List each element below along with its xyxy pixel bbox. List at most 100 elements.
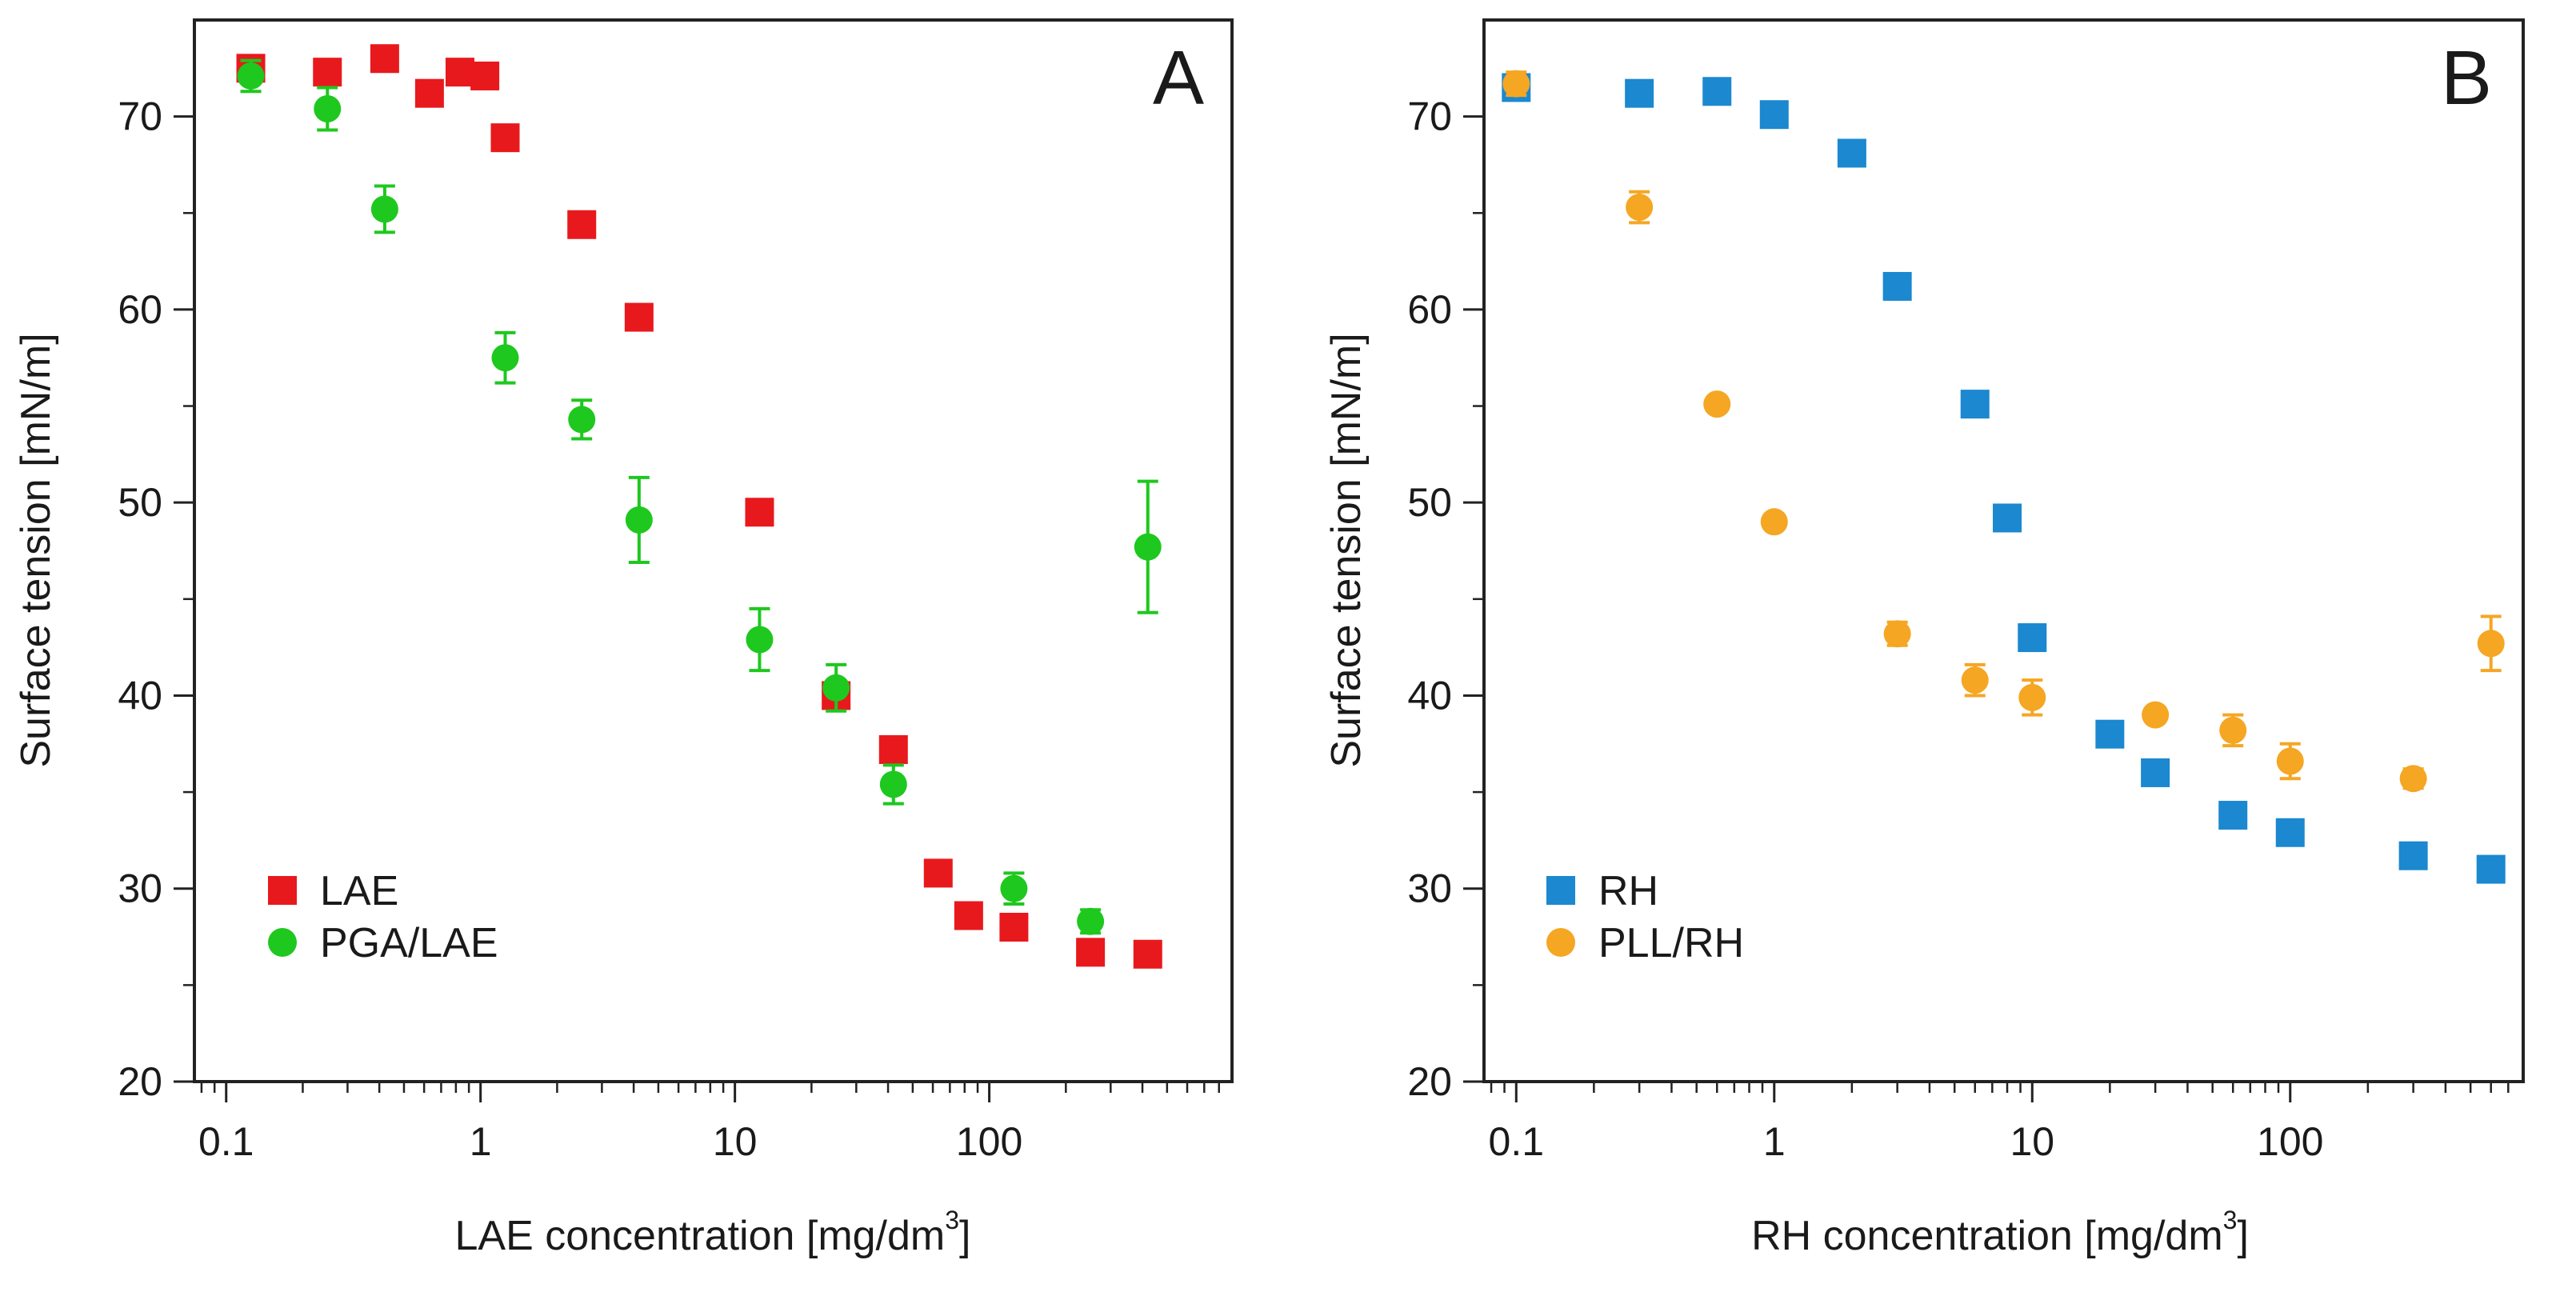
y-axis-title-a: Surface tension [mN/m] xyxy=(13,333,59,767)
legend-b: RH PLL/RH xyxy=(1546,868,1744,966)
point-rh xyxy=(2141,758,2170,787)
x-axis-title-b-main: RH concentration [mg/dm xyxy=(1751,1213,2223,1259)
legend-marker-lae xyxy=(268,876,297,905)
point-pga-lae xyxy=(746,626,774,654)
point-pga-lae xyxy=(491,344,519,372)
point-rh xyxy=(1625,78,1654,108)
panel-label-a: A xyxy=(1153,35,1204,121)
point-rh xyxy=(2018,623,2047,653)
point-lae xyxy=(878,735,908,765)
point-pga-lae xyxy=(370,195,398,223)
legend-marker-pga-lae xyxy=(268,928,297,957)
panel-label-b: B xyxy=(2441,35,2492,121)
point-pll-rh xyxy=(1760,508,1788,536)
legend-a: LAE PGA/LAE xyxy=(268,868,498,966)
x-tick-label: 0.1 xyxy=(1489,1119,1545,1164)
point-pll-rh xyxy=(1703,390,1731,418)
point-rh xyxy=(1993,503,2022,533)
y-tick-label: 30 xyxy=(118,866,162,911)
y-tick-label: 40 xyxy=(118,673,162,718)
x-tick-label: 10 xyxy=(2010,1119,2054,1164)
point-lae xyxy=(745,498,774,527)
point-pll-rh xyxy=(2018,683,2046,711)
legend-label-lae: LAE xyxy=(320,868,398,914)
point-pll-rh xyxy=(2399,765,2427,793)
point-pga-lae xyxy=(1134,533,1162,561)
point-pga-lae xyxy=(879,770,907,798)
point-lae xyxy=(370,44,399,74)
point-pll-rh xyxy=(1502,70,1530,98)
point-pga-lae xyxy=(314,94,342,122)
point-lae xyxy=(624,302,654,332)
y-tick-label: 30 xyxy=(1407,866,1452,911)
x-tick-label: 1 xyxy=(470,1119,492,1164)
point-lae xyxy=(414,78,444,108)
y-tick-label: 50 xyxy=(1407,480,1452,525)
x-axis-title-b-suffix: ] xyxy=(2237,1213,2248,1259)
point-rh xyxy=(2476,854,2506,884)
point-rh xyxy=(2095,719,2125,749)
legend-marker-rh xyxy=(1546,876,1575,905)
point-rh xyxy=(1882,271,1912,301)
point-pll-rh xyxy=(2219,716,2247,744)
point-pll-rh xyxy=(1961,666,1989,694)
point-pll-rh xyxy=(2477,630,2505,658)
point-pga-lae xyxy=(568,406,596,434)
point-lae xyxy=(313,58,342,87)
point-pll-rh xyxy=(1626,194,1654,222)
y-tick-label: 70 xyxy=(118,94,162,139)
point-lae xyxy=(1133,939,1162,969)
x-axis-title-b: RH concentration [mg/dm3] xyxy=(1751,1206,2249,1259)
x-tick-label: 10 xyxy=(713,1119,758,1164)
y-tick-label: 60 xyxy=(118,287,162,332)
y-tick-label: 20 xyxy=(1407,1059,1452,1104)
panel-a: 0.1 1 10 100 20 30 40 50 60 70 A Surface tension … xyxy=(13,18,1234,1259)
plot-frame-a xyxy=(193,18,1234,1083)
point-rh xyxy=(1759,100,1789,130)
x-tick-label: 100 xyxy=(956,1119,1022,1164)
point-lae xyxy=(954,901,983,930)
point-pga-lae xyxy=(1000,874,1028,902)
point-rh xyxy=(2275,818,2305,847)
panel-b: 0.1 1 10 100 20 30 40 50 60 70 B Surface tension … xyxy=(1323,18,2525,1259)
point-rh xyxy=(2218,801,2248,830)
point-rh xyxy=(1960,390,1990,419)
point-lae xyxy=(1076,938,1106,967)
point-pga-lae xyxy=(237,62,265,90)
point-lae xyxy=(567,210,597,239)
x-axis-title-a: LAE concentration [mg/dm3] xyxy=(454,1206,970,1259)
legend-label-pll-rh: PLL/RH xyxy=(1598,920,1744,966)
axis-ticks-b: 0.1 1 10 100 20 30 40 50 60 70 xyxy=(1407,94,2510,1164)
x-axis-title-b-sup: 3 xyxy=(2223,1206,2238,1234)
point-lae xyxy=(445,58,474,87)
y-tick-label: 70 xyxy=(1407,94,1452,139)
y-tick-label: 50 xyxy=(118,480,162,525)
y-axis-title-b: Surface tension [mN/m] xyxy=(1323,333,1370,767)
x-tick-label: 1 xyxy=(1763,1119,1786,1164)
point-pll-rh xyxy=(2276,747,2304,775)
point-pga-lae xyxy=(1077,907,1105,935)
point-lae xyxy=(923,858,953,888)
y-tick-label: 40 xyxy=(1407,673,1452,718)
point-pga-lae xyxy=(625,506,653,534)
legend-label-rh: RH xyxy=(1598,868,1658,914)
point-pll-rh xyxy=(2142,701,2170,729)
point-rh xyxy=(1837,138,1866,168)
x-tick-label: 0.1 xyxy=(198,1119,254,1164)
point-rh xyxy=(1702,77,1732,106)
y-tick-label: 60 xyxy=(1407,287,1452,332)
x-axis-title-a-suffix: ] xyxy=(959,1213,970,1259)
point-lae xyxy=(490,123,520,153)
legend-label-pga-lae: PGA/LAE xyxy=(320,920,498,966)
axis-ticks-a: 0.1 1 10 100 20 30 40 50 60 70 xyxy=(118,94,1220,1164)
point-pll-rh xyxy=(1883,620,1911,648)
point-rh xyxy=(2398,841,2428,870)
plot-frame-b xyxy=(1482,18,2525,1083)
legend-marker-pll-rh xyxy=(1546,928,1575,957)
x-axis-title-a-sup: 3 xyxy=(945,1206,959,1234)
x-axis-title-a-main: LAE concentration [mg/dm xyxy=(454,1213,945,1259)
point-pga-lae xyxy=(822,674,850,702)
point-lae xyxy=(999,912,1029,942)
data-marks-a xyxy=(236,44,1162,969)
